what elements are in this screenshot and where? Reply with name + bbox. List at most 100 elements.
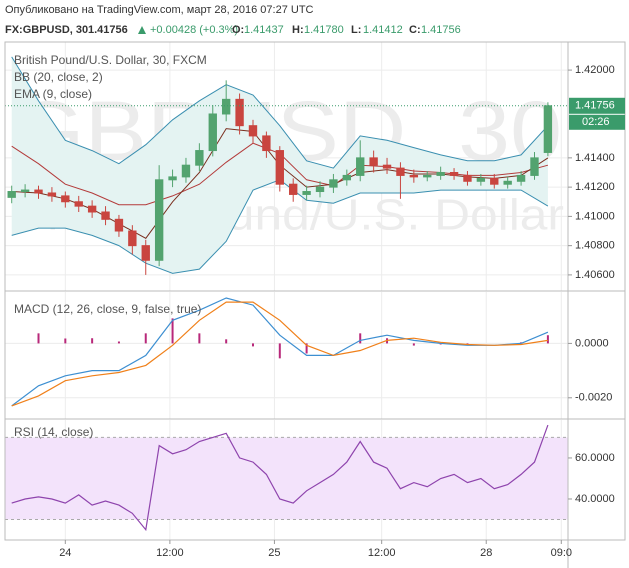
- histogram-bar: [117, 341, 120, 344]
- ohlc-value: 1.41437: [244, 24, 284, 36]
- candle-body: [396, 167, 405, 176]
- published-note: Опубликовано на TradingView.com, март 28…: [5, 4, 314, 16]
- candle-body: [235, 98, 244, 127]
- y-tick-label: 60.0000: [575, 452, 615, 464]
- candle-body: [490, 177, 499, 185]
- candle-body: [101, 211, 110, 220]
- histogram-bar: [278, 343, 281, 359]
- candle-body: [47, 192, 57, 197]
- candle-body: [168, 176, 177, 181]
- candle-body: [114, 218, 124, 232]
- candle-body: [476, 177, 486, 182]
- up-arrow: [138, 26, 146, 34]
- candle-body: [275, 150, 284, 185]
- histogram-bar: [466, 343, 469, 345]
- candle-body: [302, 191, 311, 195]
- candle-body: [141, 245, 150, 261]
- indicator-title: EMA (9, close): [14, 87, 92, 101]
- candle-body: [61, 195, 70, 203]
- histogram-bar: [412, 343, 415, 346]
- candle-body: [503, 180, 512, 185]
- signal-line: [11, 301, 548, 407]
- candle-body: [356, 157, 365, 176]
- indicator-title: BB (20, close, 2): [14, 70, 103, 84]
- candle-body: [543, 105, 553, 153]
- change: +0.00428 (+0.3%): [150, 24, 238, 36]
- ohlc-key: L:: [351, 24, 361, 36]
- x-tick-label: 12:00: [368, 547, 396, 559]
- histogram-bar: [37, 333, 40, 344]
- bb-upper: [11, 56, 549, 169]
- ohlc-key: O:: [232, 24, 244, 36]
- x-tick-label: 09:0: [551, 547, 572, 559]
- candle-body: [436, 171, 445, 176]
- histogram-bar: [225, 339, 228, 344]
- countdown: 02:26: [582, 116, 610, 128]
- candle-body: [315, 186, 325, 193]
- histogram-bar: [251, 343, 254, 347]
- candle-body: [369, 157, 378, 166]
- candle-body: [154, 179, 164, 261]
- macd-line: [11, 297, 549, 407]
- candle-body: [409, 174, 419, 178]
- histogram-bar: [91, 338, 94, 344]
- countdown-box: [569, 114, 625, 130]
- y-tick-label: 40.0000: [575, 493, 615, 505]
- candle-body: [262, 135, 271, 152]
- y-tick-label: 1.40600: [575, 269, 615, 281]
- candle-body: [342, 174, 352, 181]
- y-tick-label: 1.41200: [575, 181, 615, 193]
- candle-body: [530, 157, 539, 176]
- candle-body: [20, 189, 30, 193]
- candle-body: [221, 98, 231, 115]
- candle-body: [87, 205, 97, 213]
- series-title: British Pound/U.S. Dollar, 30, FXCM: [14, 53, 207, 67]
- candle-body: [7, 191, 16, 198]
- candle-body: [329, 179, 338, 188]
- ohlc-value: 1.41756: [421, 24, 461, 36]
- last-price-box: [569, 97, 625, 114]
- rsi-line: [11, 424, 549, 532]
- pane: [5, 420, 568, 540]
- y-tick-label: 0.0000: [575, 337, 609, 349]
- pane: [5, 292, 568, 419]
- rsi-band: [5, 437, 568, 520]
- candle-body: [382, 164, 392, 169]
- y-tick-label: 1.40800: [575, 240, 615, 252]
- candle-body: [248, 125, 258, 137]
- x-tick-label: 25: [268, 547, 280, 559]
- indicator-title: MACD (12, 26, close, 9, false, true): [14, 302, 201, 316]
- ohlc-key: C:: [409, 24, 421, 36]
- histogram-bar: [359, 333, 362, 344]
- histogram-bar: [144, 333, 147, 344]
- candle-body: [516, 174, 526, 182]
- ohlc-key: H:: [292, 24, 304, 36]
- y-tick-label: 1.42000: [575, 64, 615, 76]
- y-tick-label: 1.41400: [575, 152, 615, 164]
- histogram-bar: [171, 318, 174, 344]
- candle-body: [195, 150, 204, 166]
- histogram-bar: [546, 335, 549, 344]
- candle-body: [463, 174, 472, 182]
- candle-body: [181, 164, 191, 178]
- candle-body: [34, 189, 43, 194]
- candle-body: [74, 201, 83, 207]
- y-tick-label: 1.41000: [575, 210, 615, 222]
- y-tick-label: -0.0020: [575, 392, 612, 404]
- candle-body: [289, 183, 298, 195]
- ohlc-value: 1.41780: [304, 24, 344, 36]
- histogram-bar: [64, 338, 67, 344]
- ohlc-value: 1.41412: [363, 24, 403, 36]
- last-price: 1.41756: [88, 24, 128, 36]
- histogram-bar: [305, 343, 308, 354]
- symbol: FX:GBPUSD, 30: [5, 24, 88, 36]
- x-tick-label: 12:00: [156, 547, 184, 559]
- indicator-title: RSI (14, close): [14, 425, 93, 439]
- candle-body: [449, 171, 459, 176]
- last-price-label: 1.41756: [575, 100, 615, 112]
- histogram-bar: [198, 333, 201, 344]
- candle-body: [208, 113, 217, 152]
